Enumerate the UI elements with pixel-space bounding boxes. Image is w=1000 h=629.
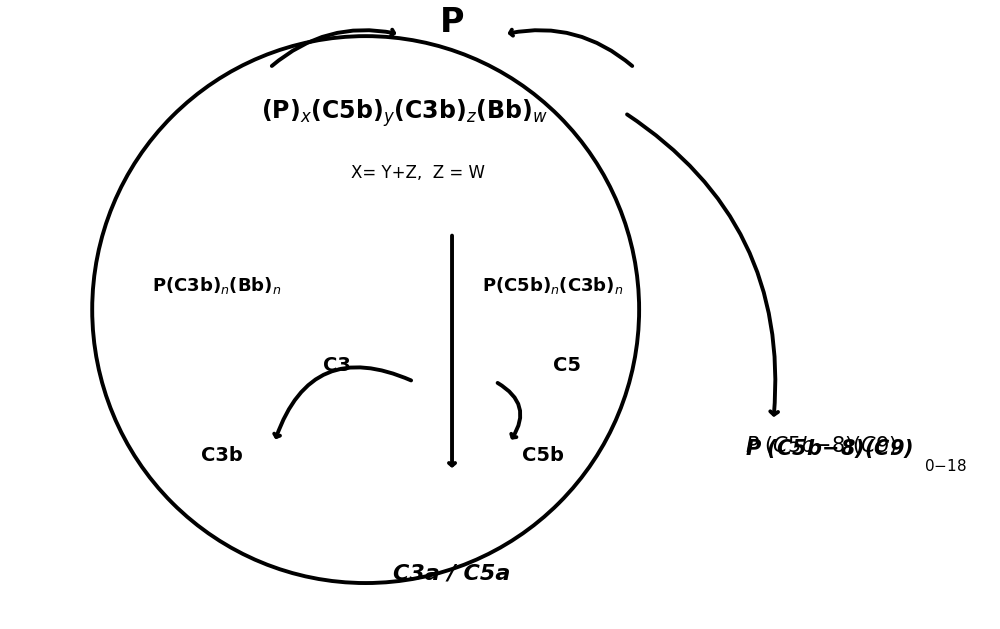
Text: $P\ (C5b\mathrm{-}8)(C9)$: $P\ (C5b\mathrm{-}8)(C9)$: [745, 435, 897, 457]
Text: (P)$_x$(C5b)$_y$(C3b)$_z$(Bb)$_w$: (P)$_x$(C5b)$_y$(C3b)$_z$(Bb)$_w$: [261, 97, 547, 129]
Text: P: P: [440, 6, 464, 39]
Text: P(C3b)$_n$(Bb)$_n$: P(C3b)$_n$(Bb)$_n$: [152, 275, 282, 296]
Text: C3b: C3b: [201, 446, 243, 465]
Text: C3: C3: [323, 356, 351, 375]
Text: C5: C5: [553, 356, 581, 375]
Text: C5b: C5b: [522, 446, 564, 465]
Text: P(C5b)$_n$(C3b)$_n$: P(C5b)$_n$(C3b)$_n$: [482, 275, 623, 296]
Text: X= Y+Z,  Z = W: X= Y+Z, Z = W: [351, 164, 485, 182]
Text: C3a / C5a: C3a / C5a: [393, 564, 511, 584]
Text: $\bfit{P}$ $\bfit{(C5b\!-\!8)(C9)}$: $\bfit{P}$ $\bfit{(C5b\!-\!8)(C9)}$: [745, 437, 913, 460]
Text: $0\mathrm{-}18$: $0\mathrm{-}18$: [924, 458, 967, 474]
